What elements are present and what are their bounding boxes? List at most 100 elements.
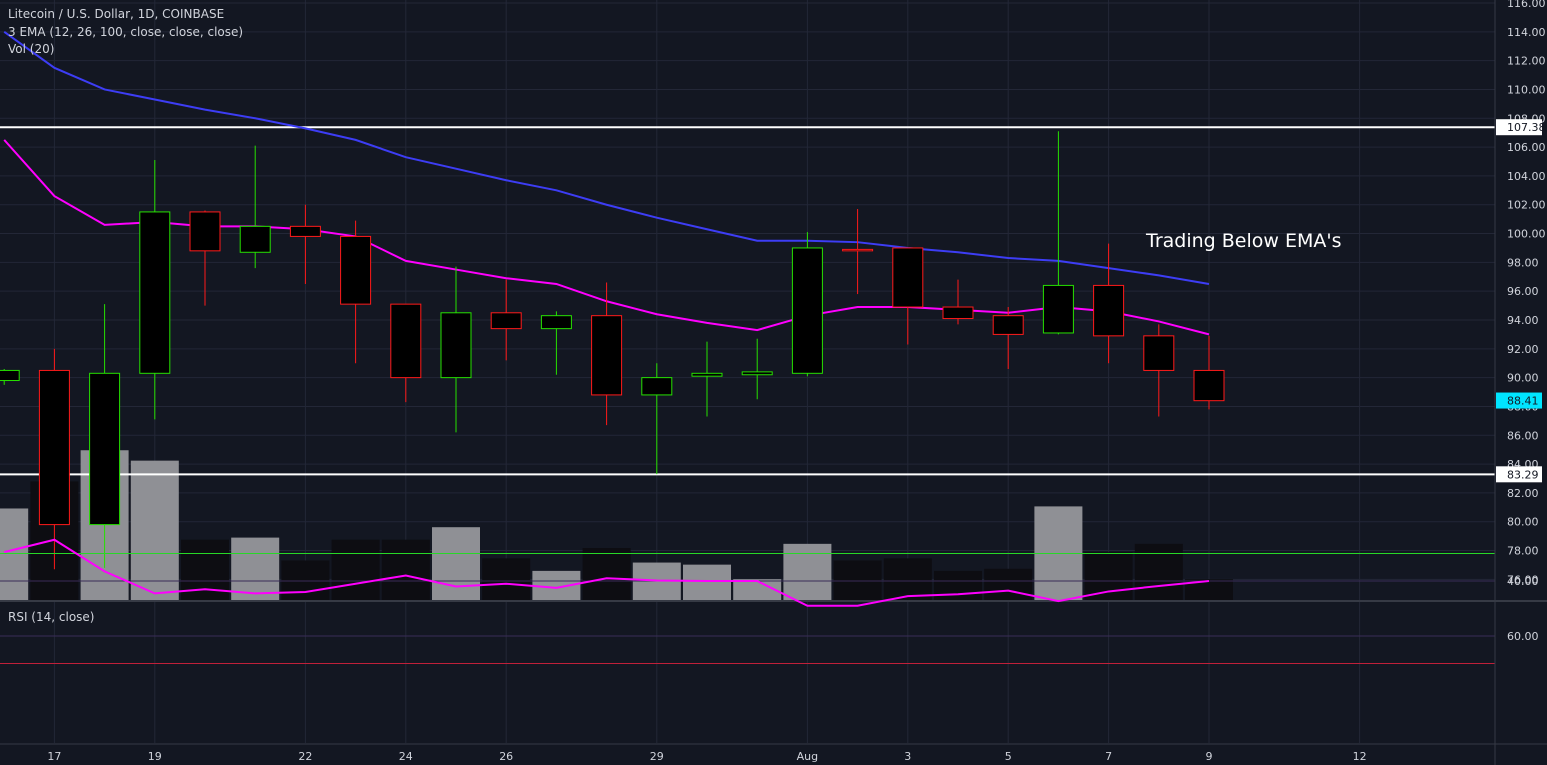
volume-bar [833,560,882,600]
rsi-legend[interactable]: RSI (14, close) [8,610,95,624]
candle [641,363,673,475]
y-tick-label: 116.00 [1507,0,1546,10]
candle [591,282,623,426]
y-tick-label: 110.00 [1507,83,1546,96]
candle [1093,243,1125,364]
candle [490,279,522,361]
candle-body [340,235,372,305]
candle-body [1193,369,1225,402]
volume-bar [1084,552,1133,600]
x-tick-label: 26 [499,750,513,763]
y-tick-label: 86.00 [1507,429,1539,442]
y-tick-label: 96.00 [1507,285,1539,298]
symbol-title[interactable]: Litecoin / U.S. Dollar, 1D, COINBASE [8,7,225,21]
candle-body [1042,284,1074,334]
candle-body [139,211,171,374]
volume-bar [984,568,1033,600]
candle [791,232,823,377]
y-tick-label: 94.00 [1507,314,1539,327]
y-tick-label: 114.00 [1507,26,1546,39]
x-tick-label: 29 [650,750,664,763]
ema-legend[interactable]: 3 EMA (12, 26, 100, close, close, close) [8,25,244,39]
candle-body [942,306,974,320]
volume-bar [381,539,430,600]
candle-body [641,377,673,396]
candle-body [1143,335,1175,371]
x-tick-label: 22 [298,750,312,763]
candle [691,341,723,417]
y-tick-label: 82.00 [1507,487,1539,500]
level-label: 107.38 [1507,121,1546,134]
candle-body [992,315,1024,335]
candle [842,209,874,295]
level-tag [1496,466,1542,483]
rsi-line [3,538,1210,607]
candle-body [591,315,623,396]
y-tick-label: 100.00 [1507,228,1546,241]
volume-bar [231,537,280,600]
candle [0,368,20,385]
candle [139,160,171,420]
volume-legend[interactable]: Vol (20) [8,42,55,56]
volume-bar [0,508,29,600]
y-tick-label: 78.00 [1507,545,1539,558]
candle [239,145,271,269]
y-tick-label: 98.00 [1507,256,1539,269]
x-tick-label: 7 [1105,750,1112,763]
candle-body [741,371,773,376]
candle [992,307,1024,369]
candle [741,338,773,400]
y-tick-label: 102.00 [1507,199,1546,212]
y-tick-label: 76.00 [1507,573,1539,586]
last-price-label: 88.41 [1507,395,1539,408]
candle-body [892,247,924,308]
y-tick-label: 92.00 [1507,343,1539,356]
candle [340,220,372,364]
volume-bar [1134,543,1183,600]
candle-body [691,372,723,377]
candle [1042,131,1074,335]
volume-bar [582,548,631,600]
y-tick-label: 112.00 [1507,55,1546,68]
y-tick-label: 80.00 [1507,516,1539,529]
rsi-y-tick-label: 60.00 [1507,630,1539,643]
level-tag [1496,119,1542,136]
annotation-text: Trading Below EMA's [1146,230,1342,252]
candle [1193,335,1225,410]
candle-body [38,369,70,526]
volume-bar [883,558,932,600]
candle-body [289,225,321,237]
volume-bar [130,460,179,600]
x-tick-label: 24 [399,750,413,763]
candle [892,247,924,345]
candle-body [189,211,221,252]
candle [289,204,321,284]
candle [440,266,472,433]
candle-body [0,369,20,382]
volume-bar [783,543,832,600]
candle-body [390,303,422,379]
candle-body [440,312,472,379]
x-tick-label: 12 [1353,750,1367,763]
volume-bar [733,579,782,600]
candle-body [239,225,271,253]
rsi-y-tick-label: 40.00 [1507,575,1539,588]
y-tick-label: 104.00 [1507,170,1546,183]
volume-bar [482,558,531,600]
candle [390,303,422,403]
last-price-tag [1496,392,1542,409]
candle [189,210,221,306]
candle [942,279,974,325]
candle-body [490,312,522,330]
x-tick-label: 5 [1005,750,1012,763]
level-label: 83.29 [1507,468,1539,481]
volume-bar [1185,579,1233,600]
candle [540,311,572,375]
candle [1143,324,1175,417]
candle-body [89,372,121,526]
candle-body [842,248,874,252]
y-tick-label: 90.00 [1507,372,1539,385]
x-tick-label: 19 [148,750,162,763]
